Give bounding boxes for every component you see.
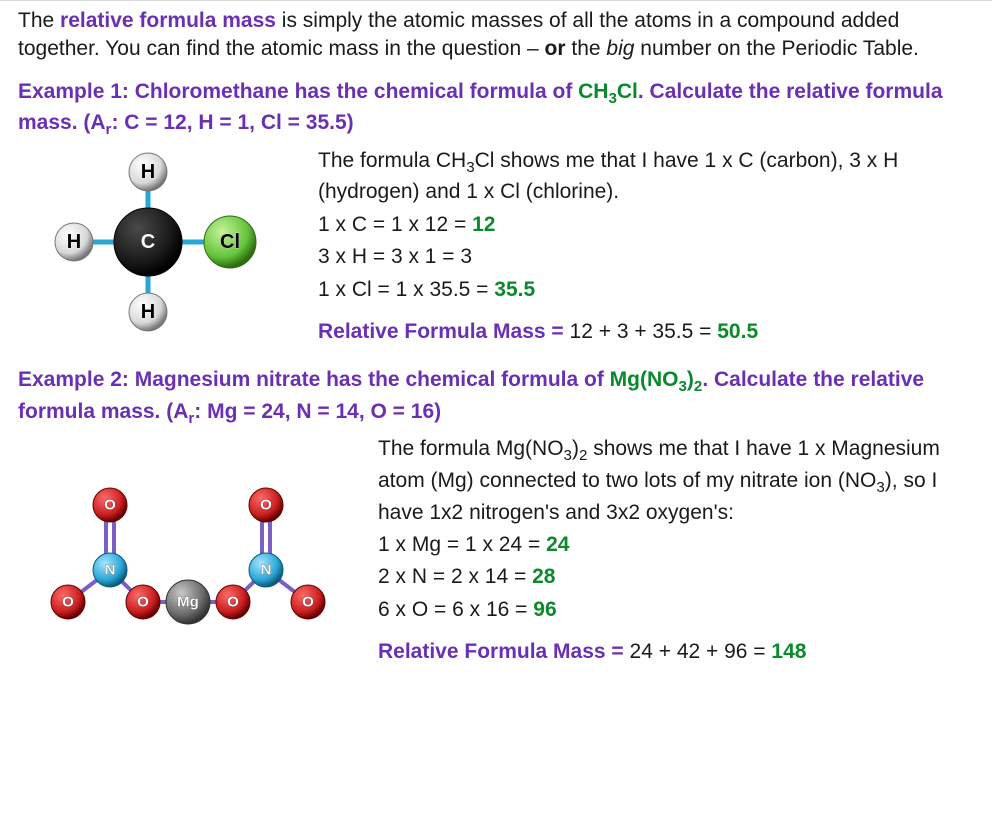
ex2-head-pre: Example 2: Magnesium nitrate has the che… — [18, 368, 610, 391]
example1-working: The formula CH3Cl shows me that I have 1… — [318, 147, 974, 350]
svg-text:O: O — [137, 594, 149, 611]
chloromethane-molecule: C H H H Cl — [18, 147, 298, 337]
ex1-calc3: 1 x Cl = 1 x 35.5 = 35.5 — [318, 276, 974, 304]
ex1-calc1: 1 x C = 1 x 12 = 12 — [318, 211, 974, 239]
ex2-calc1: 1 x Mg = 1 x 24 = 24 — [378, 531, 974, 559]
svg-text:C: C — [141, 231, 155, 253]
ex2-result: Relative Formula Mass = 24 + 42 + 96 = 1… — [378, 638, 974, 666]
ex1-head-post2: : C = 12, H = 1, Cl = 35.5) — [111, 111, 353, 134]
intro-pre: The — [18, 9, 60, 32]
magnesium-nitrate-molecule: Mg O O N N O O O O — [18, 435, 358, 635]
svg-text:N: N — [261, 562, 272, 579]
ex1-formula: CH3Cl — [578, 80, 638, 103]
example2-working: The formula Mg(NO3)2 shows me that I hav… — [378, 435, 974, 670]
example1-row: C H H H Cl The formula CH3Cl shows me that I… — [18, 147, 974, 350]
intro-paragraph: The relative formula mass is simply the … — [18, 7, 974, 64]
svg-text:H: H — [67, 231, 81, 253]
intro-mid2: the — [566, 37, 607, 60]
ex2-calc3: 6 x O = 6 x 16 = 96 — [378, 596, 974, 624]
svg-text:O: O — [302, 594, 314, 611]
intro-big: big — [606, 37, 634, 60]
svg-text:O: O — [62, 594, 74, 611]
ex2-head-post2: : Mg = 24, N = 14, O = 16) — [194, 400, 441, 423]
intro-post: number on the Periodic Table. — [634, 37, 918, 60]
example1-heading: Example 1: Chloromethane has the chemica… — [18, 78, 974, 141]
example2-row: Mg O O N N O O O O The formula Mg(NO3)2 shows me… — [18, 435, 974, 670]
ex1-result: Relative Formula Mass = 12 + 3 + 35.5 = … — [318, 318, 974, 346]
ex1-explanation: The formula CH3Cl shows me that I have 1… — [318, 147, 974, 207]
svg-text:O: O — [104, 497, 116, 514]
svg-text:H: H — [141, 301, 155, 323]
svg-text:H: H — [141, 161, 155, 183]
svg-text:O: O — [227, 594, 239, 611]
ex2-calc2: 2 x N = 2 x 14 = 28 — [378, 563, 974, 591]
svg-text:Cl: Cl — [220, 231, 240, 253]
example2-heading: Example 2: Magnesium nitrate has the che… — [18, 366, 974, 429]
svg-text:N: N — [105, 562, 116, 579]
ex2-formula: Mg(NO3)2 — [610, 368, 703, 391]
intro-or: or — [545, 37, 566, 60]
ex1-calc2: 3 x H = 3 x 1 = 3 — [318, 243, 974, 271]
svg-text:O: O — [260, 497, 272, 514]
svg-text:Mg: Mg — [177, 594, 199, 611]
intro-rfm: relative formula mass — [60, 9, 276, 32]
ex2-explanation: The formula Mg(NO3)2 shows me that I hav… — [378, 435, 974, 527]
ex1-head-pre: Example 1: Chloromethane has the chemica… — [18, 80, 578, 103]
